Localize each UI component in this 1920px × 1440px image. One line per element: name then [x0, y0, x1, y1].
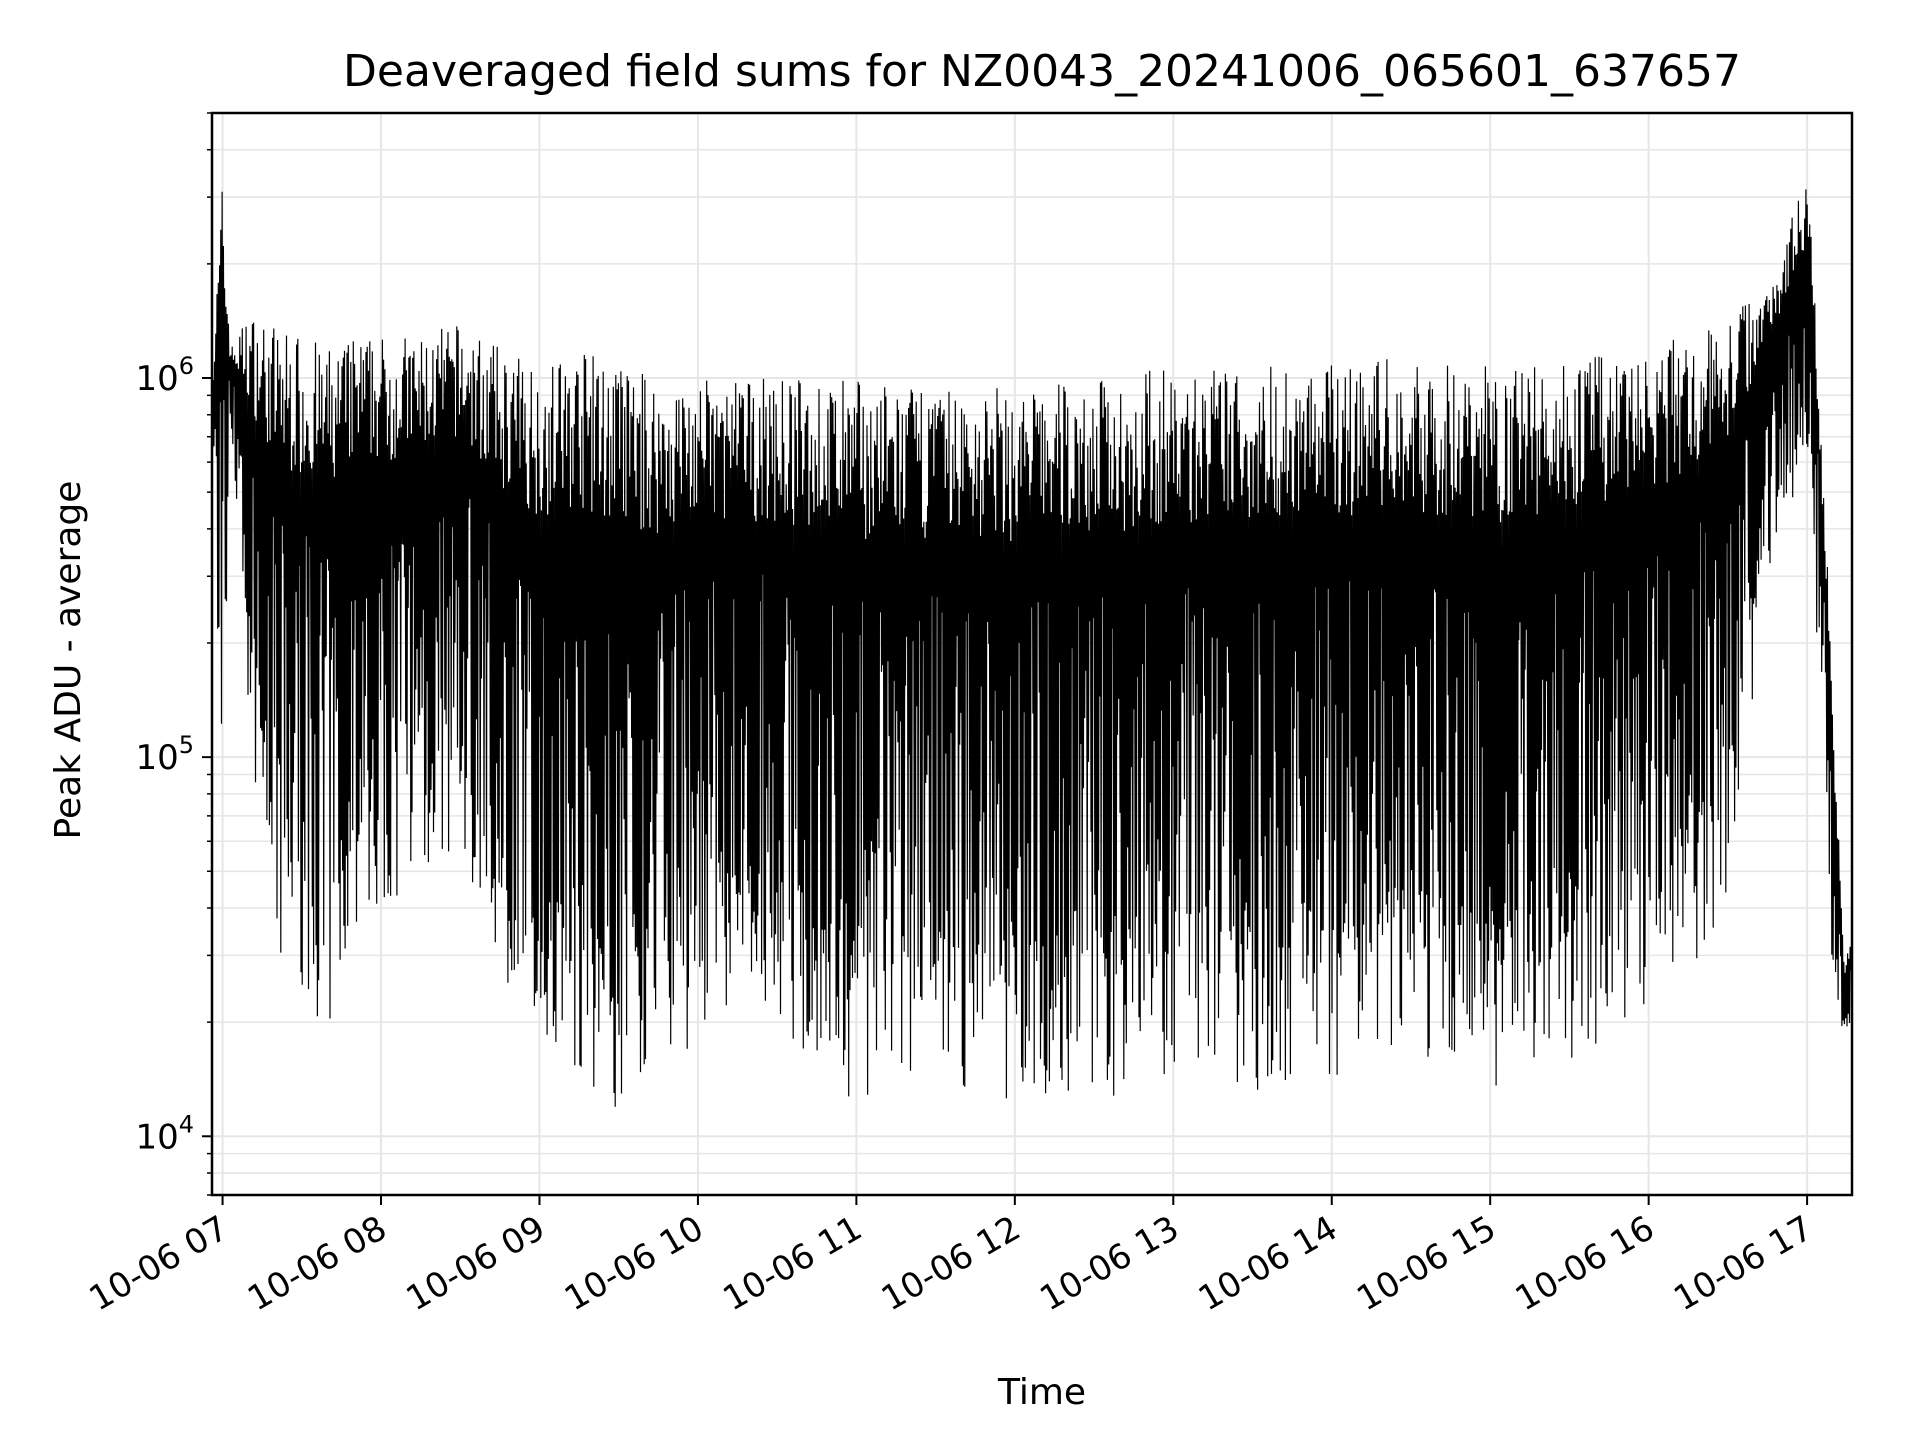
series-line	[211, 189, 1853, 1107]
y-tick-label: 106	[135, 352, 194, 399]
y-tick-label: 105	[135, 731, 194, 778]
x-tick-label: 10-06 09	[400, 1208, 552, 1319]
x-tick-label: 10-06 14	[1192, 1208, 1344, 1319]
x-tick-label: 10-06 15	[1350, 1208, 1502, 1319]
plot-frame	[210, 111, 1854, 1197]
series-layer	[211, 189, 1853, 1107]
x-axis-label: Time	[997, 1372, 1086, 1413]
x-axis: 10-06 07 10-06 08 10-06 09 10-06 10 10-06 11…	[83, 1195, 1820, 1319]
x-tick-label: 10-06 10	[558, 1208, 710, 1319]
y-tick-label: 104	[135, 1110, 194, 1157]
y-axis-label: Peak ADU - average	[48, 481, 89, 840]
x-tick-label: 10-06 16	[1509, 1208, 1661, 1319]
y-axis: 104 105 106	[135, 112, 212, 1196]
x-tick-label: 10-06 12	[875, 1208, 1027, 1319]
x-tick-label: 10-06 13	[1033, 1208, 1185, 1319]
x-tick-label: 10-06 08	[241, 1208, 393, 1319]
x-tick-label: 10-06 11	[716, 1208, 868, 1319]
x-tick-label: 10-06 07	[83, 1208, 235, 1319]
x-tick-label: 10-06 17	[1667, 1208, 1819, 1319]
chart-title: Deaveraged field sums for NZ0043_2024100…	[343, 46, 1741, 97]
